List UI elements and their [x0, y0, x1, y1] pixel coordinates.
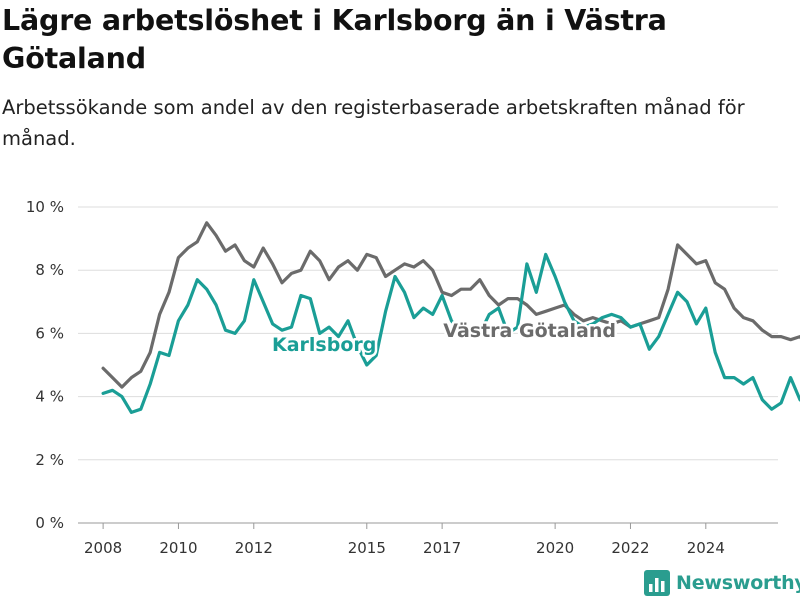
x-tick-label: 2017 [423, 539, 461, 557]
y-tick-label: 6 % [35, 324, 64, 342]
chart-title: Lägre arbetslöshet i Karlsborg än i Väst… [2, 4, 667, 75]
y-tick-label: 8 % [35, 261, 64, 279]
x-tick-label: 2015 [348, 539, 386, 557]
brand-name: Newsworthy [676, 572, 800, 594]
y-tick-label: 2 % [35, 451, 64, 469]
series-line-v-stra-g-taland [101, 221, 800, 389]
bar-chart-icon [644, 570, 670, 596]
x-tick-label: 2020 [536, 539, 574, 557]
y-tick-label: 0 % [35, 514, 64, 532]
x-tick-label: 2008 [84, 539, 122, 557]
series-line-karlsborg [101, 252, 800, 414]
y-tick-label: 4 % [35, 388, 64, 406]
chart-subtitle: Arbetssökande som andel av den registerb… [2, 96, 745, 150]
x-tick-label: 2012 [235, 539, 273, 557]
newsworthy-logo: Newsworthy [644, 568, 800, 598]
series-label: Karlsborg [272, 334, 376, 356]
x-tick-label: 2010 [159, 539, 197, 557]
x-tick-label: 2022 [611, 539, 649, 557]
y-tick-label: 10 % [26, 198, 64, 216]
x-tick-label: 2024 [687, 539, 725, 557]
series-label: Västra Götaland [443, 320, 616, 342]
